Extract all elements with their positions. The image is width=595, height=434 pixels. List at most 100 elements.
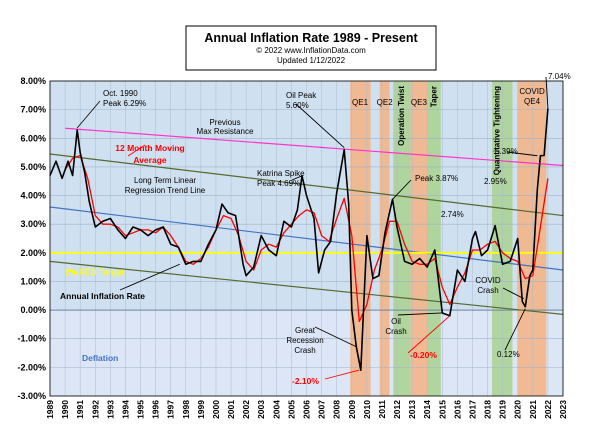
annot-katrina-line-2: Peak 4.69% bbox=[257, 179, 300, 188]
x-tick-label: 2008 bbox=[332, 400, 342, 419]
x-tick-label: 2015 bbox=[437, 400, 447, 419]
x-tick-label: 2016 bbox=[452, 400, 462, 419]
band-covid-qe4 bbox=[517, 81, 547, 396]
arrow-moving-average bbox=[127, 144, 146, 157]
annot-great-recession-line-3: Crash bbox=[294, 346, 315, 355]
y-tick-label: 1.00% bbox=[20, 276, 46, 286]
arrow-539 bbox=[506, 151, 538, 157]
y-tick-label: 6.00% bbox=[20, 133, 46, 143]
arrow-012 bbox=[504, 308, 526, 351]
annot-linear-trend-line-2: Regression Trend Line bbox=[125, 186, 206, 195]
plot-frame bbox=[49, 80, 564, 397]
band-qe3 bbox=[410, 81, 428, 396]
x-tick-label: 1992 bbox=[90, 400, 100, 419]
x-tick-label: 2005 bbox=[286, 400, 296, 419]
arrow-annual-rate bbox=[119, 263, 180, 291]
arrow-neg-020 bbox=[407, 315, 451, 354]
annot-annual-rate: Annual Inflation Rate bbox=[60, 291, 145, 301]
label-quantitative-tightening: Quantitative Tightening bbox=[493, 86, 502, 175]
y-tick-label: -1.00% bbox=[17, 334, 46, 344]
chart-copyright: © 2022 www.InflationData.com bbox=[256, 46, 366, 55]
label-taper: Taper bbox=[429, 86, 438, 107]
x-tick-label: 2007 bbox=[317, 400, 327, 419]
annot-274: 2.74% bbox=[441, 210, 464, 219]
x-tick-label: 2019 bbox=[498, 400, 508, 419]
band-quantitative-tightening bbox=[492, 81, 513, 396]
x-tick-label: 2021 bbox=[528, 400, 538, 419]
x-tick-label: 2001 bbox=[226, 400, 236, 419]
annot-704: 7.04% bbox=[548, 72, 571, 81]
annot-moving-average-line-1: 12 Month Moving bbox=[115, 143, 184, 153]
annot-oil-peak-line-1: Oil Peak bbox=[286, 91, 317, 100]
series-annual-inflation-rate bbox=[49, 108, 549, 372]
annot-oct-1990-line-2: Peak 6.29% bbox=[103, 99, 146, 108]
x-tick-label: 1991 bbox=[75, 400, 85, 419]
trend-previous-max-resistance bbox=[65, 127, 564, 167]
arrow-covid-crash bbox=[502, 287, 524, 300]
annot-covid-crash-line-1: COVID bbox=[475, 276, 501, 285]
x-tick-label: 1990 bbox=[60, 400, 70, 419]
y-tick-label: 4.00% bbox=[20, 191, 46, 201]
x-tick-label: 2023 bbox=[558, 400, 568, 419]
y-tick-label: 5.00% bbox=[20, 162, 46, 172]
annot-covid-crash-line-2: Crash bbox=[477, 286, 498, 295]
annot-012: 0.12% bbox=[497, 350, 520, 359]
arrow-peak-387 bbox=[392, 179, 412, 200]
x-tick-label: 2000 bbox=[211, 400, 221, 419]
annot-fed-target: 2% FED Target bbox=[65, 267, 125, 277]
annot-295: 2.95% bbox=[484, 177, 507, 186]
x-tick-label: 1997 bbox=[166, 400, 176, 419]
x-tick-label: 2017 bbox=[467, 400, 477, 419]
x-tick-label: 2013 bbox=[407, 400, 417, 419]
x-tick-label: 2022 bbox=[543, 400, 553, 419]
y-tick-label: -2.00% bbox=[17, 362, 46, 372]
x-tick-label: 2009 bbox=[347, 400, 357, 419]
band-qe1 bbox=[350, 81, 371, 396]
annot-oct-1990-line-1: Oct. 1990 bbox=[103, 89, 138, 98]
x-tick-label: 1994 bbox=[120, 400, 130, 419]
x-tick-label: 1996 bbox=[151, 400, 161, 419]
y-tick-label: 3.00% bbox=[20, 219, 46, 229]
band-taper bbox=[427, 81, 441, 396]
band-operation-twist bbox=[393, 81, 411, 396]
x-tick-label: 2011 bbox=[377, 400, 387, 419]
annot-previous-max-line-2: Max Resistance bbox=[197, 127, 254, 136]
x-tick-label: 2006 bbox=[302, 400, 312, 419]
annot-moving-average-line-2: Average bbox=[133, 155, 167, 165]
arrow-704 bbox=[545, 76, 549, 109]
trend-channel-upper bbox=[49, 153, 564, 217]
arrow-neg-210 bbox=[324, 369, 359, 380]
x-tick-label: 2004 bbox=[271, 400, 281, 419]
x-tick-label: 2002 bbox=[241, 400, 251, 419]
trend-channel-lower bbox=[49, 260, 564, 315]
annot-neg-020: -0.20% bbox=[410, 350, 437, 360]
x-tick-label: 1995 bbox=[136, 400, 146, 419]
x-tick-label: 2018 bbox=[483, 400, 493, 419]
label-covid-qe4-line-2: QE4 bbox=[524, 97, 541, 106]
y-tick-label: 0.00% bbox=[20, 305, 46, 315]
arrow-great-recession bbox=[314, 326, 357, 348]
annot-katrina-line-1: Katrina Spike bbox=[257, 169, 305, 178]
annot-peak-387: Peak 3.87% bbox=[415, 174, 458, 183]
y-tick-label: 2.00% bbox=[20, 248, 46, 258]
x-tick-label: 2020 bbox=[513, 400, 523, 419]
annot-oil-crash-line-1: Oil bbox=[391, 317, 401, 326]
annot-neg-210: -2.10% bbox=[292, 376, 319, 386]
x-tick-label: 1998 bbox=[181, 400, 191, 419]
label-qe2: QE2 bbox=[377, 98, 394, 107]
chart-updated: Updated 1/12/2022 bbox=[277, 56, 346, 65]
annot-previous-max-line-1: Previous bbox=[209, 118, 240, 127]
arrow-katrina bbox=[291, 175, 303, 181]
label-operation-twist: Operation Twist bbox=[397, 86, 406, 146]
annot-linear-trend-line-1: Long Term Linear bbox=[134, 176, 196, 185]
y-tick-label: 8.00% bbox=[20, 76, 46, 86]
x-tick-label: 2012 bbox=[392, 400, 402, 419]
y-tick-label: -3.00% bbox=[17, 391, 46, 401]
annot-539: 5.39% bbox=[495, 147, 518, 156]
arrow-oil-crash bbox=[397, 312, 443, 316]
y-tick-label: 7.00% bbox=[20, 105, 46, 115]
annot-great-recession-line-2: Recession bbox=[286, 336, 323, 345]
x-tick-label: 1999 bbox=[196, 400, 206, 419]
x-tick-label: 2010 bbox=[362, 400, 372, 419]
